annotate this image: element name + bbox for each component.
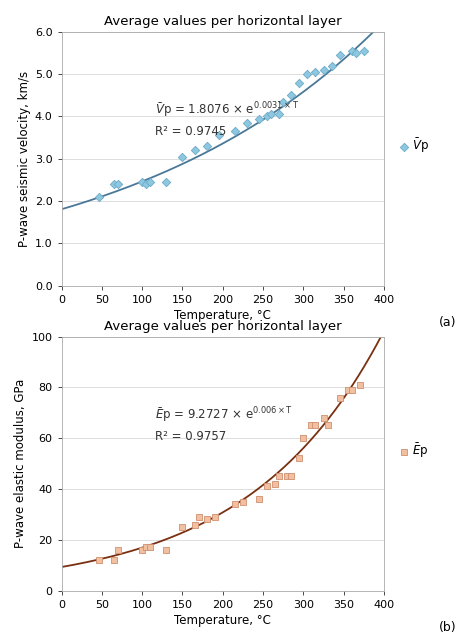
Point (142, 179, 150, 189)
Point (344, 385, 351, 395)
Point (348, 385, 356, 395)
Point (142, 542, 150, 552)
Point (287, 471, 295, 481)
Point (195, 512, 202, 522)
Point (138, 545, 146, 555)
Point (303, 69, 311, 79)
X-axis label: Temperature, °C: Temperature, °C (174, 614, 271, 627)
Point (300, 433, 307, 443)
Point (352, 48, 359, 58)
Point (312, 420, 319, 431)
Point (239, 497, 246, 507)
Point (215, 130, 223, 140)
Point (319, 413, 327, 423)
Point (348, 46, 356, 56)
Point (110, 555, 118, 565)
Point (336, 392, 343, 403)
Point (360, 46, 368, 56)
Point (138, 177, 146, 187)
Point (203, 141, 210, 151)
Point (96, 192, 103, 202)
Title: Average values per horizontal layer: Average values per horizontal layer (104, 15, 342, 28)
Point (319, 65, 327, 75)
Point (312, 67, 319, 77)
Point (308, 420, 315, 431)
Point (328, 60, 335, 70)
Point (96, 555, 103, 565)
Point (336, 50, 343, 60)
Point (179, 522, 186, 532)
Point (191, 519, 198, 530)
Point (275, 471, 283, 481)
X-axis label: Temperature, °C: Temperature, °C (174, 309, 271, 322)
Point (146, 542, 154, 552)
Text: (a): (a) (438, 316, 456, 330)
Point (203, 514, 210, 525)
Point (267, 109, 275, 119)
Point (263, 481, 271, 491)
Point (296, 453, 303, 464)
Title: Average values per horizontal layer: Average values per horizontal layer (104, 319, 342, 333)
Legend: $\bar{V}$p: $\bar{V}$p (400, 137, 429, 156)
Point (287, 90, 295, 100)
Point (114, 545, 122, 555)
Y-axis label: P-wave seismic velocity, km/s: P-wave seismic velocity, km/s (18, 70, 31, 247)
Point (263, 111, 271, 121)
Point (163, 545, 170, 555)
Point (231, 499, 238, 509)
Point (255, 114, 263, 124)
Point (255, 494, 263, 504)
Point (231, 126, 238, 137)
Point (356, 380, 364, 390)
Point (163, 177, 170, 187)
Point (114, 179, 122, 189)
Text: (b): (b) (438, 621, 456, 634)
Text: $\bar{V}$p = 1.8076 $\times$ e$^{\mathregular{0.0031 \times T}}$
R² = 0.9745: $\bar{V}$p = 1.8076 $\times$ e$^{\mathre… (155, 100, 299, 138)
Y-axis label: P-wave elastic modulus, GPa: P-wave elastic modulus, GPa (14, 379, 27, 548)
Point (243, 117, 251, 128)
Point (179, 152, 186, 162)
Legend: $\bar{E}$p: $\bar{E}$p (400, 441, 429, 460)
Point (296, 77, 303, 88)
Point (110, 179, 118, 189)
Text: $\bar{E}$p = 9.2727 $\times$ e$^{\mathregular{0.006 \times T}}$
R² = 0.9757: $\bar{E}$p = 9.2727 $\times$ e$^{\mathre… (155, 405, 293, 443)
Point (280, 97, 287, 107)
Point (191, 145, 198, 156)
Point (211, 512, 219, 522)
Point (271, 479, 279, 489)
Point (324, 420, 331, 431)
Point (283, 471, 291, 481)
Point (275, 109, 283, 119)
Point (146, 177, 154, 187)
